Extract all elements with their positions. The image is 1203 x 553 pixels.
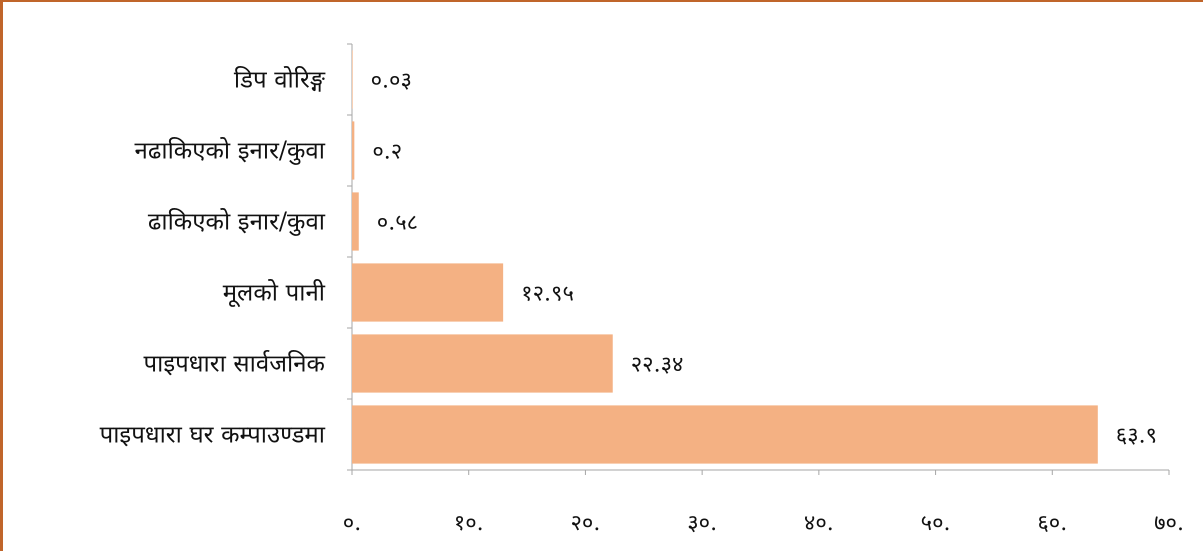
data-label: ६३.९ — [1116, 424, 1157, 449]
category-label: मूलको पानी — [223, 279, 326, 308]
bar-chart: ०. १०. २०. ३०. ४०. ५०. ६०. ७०. डिप वोरिङ्ग ०.०३ नढ… — [100, 43, 1184, 537]
data-label: ०.५८ — [377, 211, 418, 236]
data-label: ०.२ — [372, 140, 402, 165]
bar — [352, 192, 359, 251]
x-tick-label: ७०. — [1154, 511, 1184, 536]
bar — [352, 263, 504, 322]
x-tick-label: ०. — [343, 511, 361, 536]
bar — [352, 121, 355, 180]
data-label: ०.०३ — [371, 69, 412, 94]
bar — [352, 405, 1098, 464]
category-label: डिप वोरिङ्ग — [234, 66, 326, 94]
category-label: नढाकिएको इनार/कुवा — [135, 137, 326, 166]
bar — [352, 50, 353, 109]
x-tick-label: ६०. — [1037, 511, 1067, 536]
x-tick-label: ५०. — [921, 511, 951, 536]
data-label: २२.३४ — [631, 353, 684, 378]
chart-labels: ०. १०. २०. ३०. ४०. ५०. ६०. ७०. डिप वोरिङ्ग ०.०३ नढ… — [100, 66, 1184, 537]
data-label: १२.९५ — [521, 282, 574, 307]
category-label: ढाकिएको इनार/कुवा — [148, 208, 326, 237]
x-tick-label: ४०. — [804, 511, 834, 536]
chart-bars — [352, 50, 1098, 464]
bar — [352, 334, 613, 393]
x-tick-label: ३०. — [687, 511, 717, 536]
x-tick-label: २०. — [570, 511, 600, 536]
chart-axes — [347, 43, 1170, 475]
category-label: पाइपधारा सार्वजनिक — [144, 350, 326, 378]
x-tick-label: १०. — [454, 511, 484, 536]
category-label: पाइपधारा घर कम्पाउण्डमा — [100, 421, 326, 449]
